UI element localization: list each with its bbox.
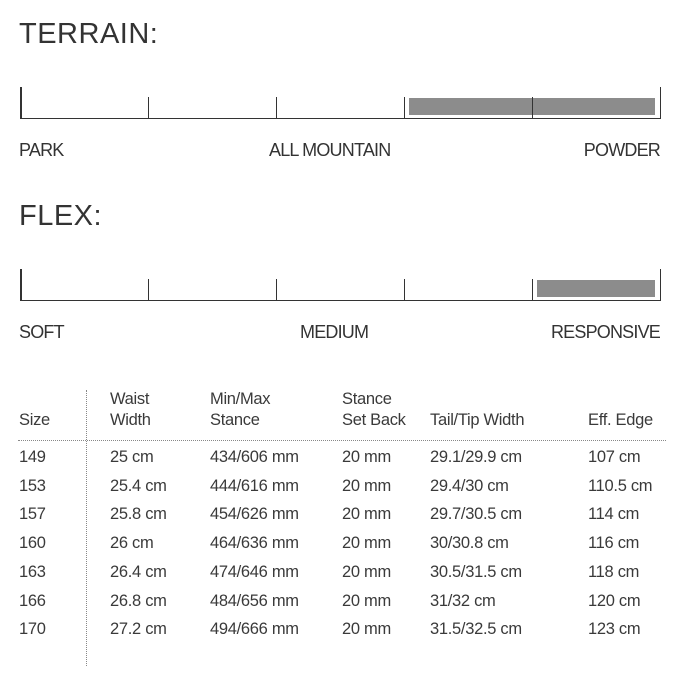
table-cell: 31.5/32.5 cm [430, 620, 522, 639]
terrain-tick [531, 97, 534, 119]
table-cell: 464/636 mm [210, 534, 299, 553]
table-header-cell: Stance [210, 411, 260, 429]
flex-tick [531, 279, 534, 301]
table-header-cell: Min/Max [210, 390, 271, 408]
table-cell: 20 mm [342, 534, 391, 553]
table-cell: 166 [19, 591, 46, 610]
terrain-tick [20, 87, 22, 119]
table-cell: 454/626 mm [210, 505, 299, 524]
table-header-cell: Waist [110, 390, 150, 408]
table-cell: 153 [19, 476, 46, 495]
flex-scale [20, 269, 661, 301]
table-cell: 26.8 cm [110, 591, 167, 610]
table-cell: 149 [19, 448, 46, 466]
terrain-tick [659, 87, 661, 119]
table-cell: 20 mm [342, 620, 391, 639]
flex-tick [20, 269, 22, 301]
flex-baseline [20, 299, 661, 301]
table-cell: 20 mm [342, 591, 391, 610]
terrain-label-park: PARK [19, 140, 64, 160]
table-cell: 30.5/31.5 cm [430, 562, 522, 581]
terrain-tick [403, 97, 406, 119]
terrain-label-all-mountain: ALL MOUNTAIN [269, 140, 391, 160]
terrain-tick [275, 97, 278, 119]
table-cell: 25 cm [110, 448, 154, 466]
table-header-divider [18, 440, 666, 441]
terrain-baseline [20, 117, 661, 119]
table-cell: 116 cm [588, 534, 640, 553]
terrain-label-powder: POWDER [583, 140, 661, 160]
table-cell: 29.4/30 cm [430, 476, 509, 495]
table-cell: 25.8 cm [110, 505, 167, 524]
terrain-title: TERRAIN: [19, 18, 159, 50]
table-cell: 114 cm [588, 505, 640, 524]
table-cell: 27.2 cm [110, 620, 167, 639]
table-cell: 26 cm [110, 534, 154, 553]
table-cell: 107 cm [588, 448, 641, 466]
flex-label-medium: MEDIUM [300, 322, 369, 342]
table-cell: 30/30.8 cm [430, 534, 509, 553]
flex-tick [275, 279, 278, 301]
table-header-cell: Eff. Edge [588, 411, 653, 429]
table-cell: 494/666 mm [210, 620, 299, 639]
table-cell: 444/616 mm [210, 476, 299, 495]
table-header-cell: Stance [342, 390, 392, 408]
table-header-cell: Size [19, 411, 50, 429]
table-cell: 123 cm [588, 620, 641, 639]
table-cell: 20 mm [342, 562, 391, 581]
terrain-scale [20, 87, 661, 119]
table-cell: 20 mm [342, 476, 391, 495]
table-cell: 110.5 cm [588, 476, 653, 495]
table-cell: 25.4 cm [110, 476, 167, 495]
table-cell: 29.7/30.5 cm [430, 505, 522, 524]
table-header-cell: Width [110, 411, 151, 429]
flex-tick [659, 269, 661, 301]
table-cell: 118 cm [588, 562, 640, 581]
flex-label-responsive: RESPONSIVE [550, 322, 661, 342]
flex-fill-bar [536, 280, 655, 297]
table-cell: 26.4 cm [110, 562, 167, 581]
table-vertical-divider [86, 390, 87, 666]
table-cell: 474/646 mm [210, 562, 299, 581]
table-cell: 434/606 mm [210, 448, 299, 466]
table-cell: 29.1/29.9 cm [430, 448, 522, 466]
table-cell: 20 mm [342, 448, 391, 466]
table-cell: 163 [19, 562, 46, 581]
table-cell: 157 [19, 505, 46, 524]
flex-title: FLEX: [19, 200, 103, 232]
flex-tick [403, 279, 406, 301]
terrain-tick [147, 97, 150, 119]
flex-tick [147, 279, 150, 301]
table-cell: 31/32 cm [430, 591, 496, 610]
table-cell: 120 cm [588, 591, 641, 610]
table-cell: 20 mm [342, 505, 391, 524]
flex-label-soft: SOFT [19, 322, 65, 342]
table-cell: 160 [19, 534, 46, 553]
table-cell: 484/656 mm [210, 591, 299, 610]
table-header-cell: Set Back [342, 411, 406, 429]
table-cell: 170 [19, 620, 46, 639]
table-header-cell: Tail/Tip Width [430, 411, 525, 429]
